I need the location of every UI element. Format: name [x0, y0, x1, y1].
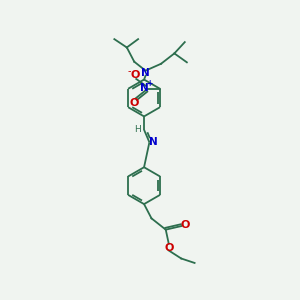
Text: +: +: [146, 79, 152, 88]
Text: N: N: [141, 68, 150, 78]
Text: N: N: [149, 137, 158, 147]
Text: -: -: [128, 66, 131, 76]
Text: H: H: [134, 125, 141, 134]
Text: N: N: [140, 82, 149, 93]
Text: O: O: [129, 98, 139, 108]
Text: O: O: [165, 243, 174, 253]
Text: O: O: [180, 220, 190, 230]
Text: O: O: [130, 70, 140, 80]
